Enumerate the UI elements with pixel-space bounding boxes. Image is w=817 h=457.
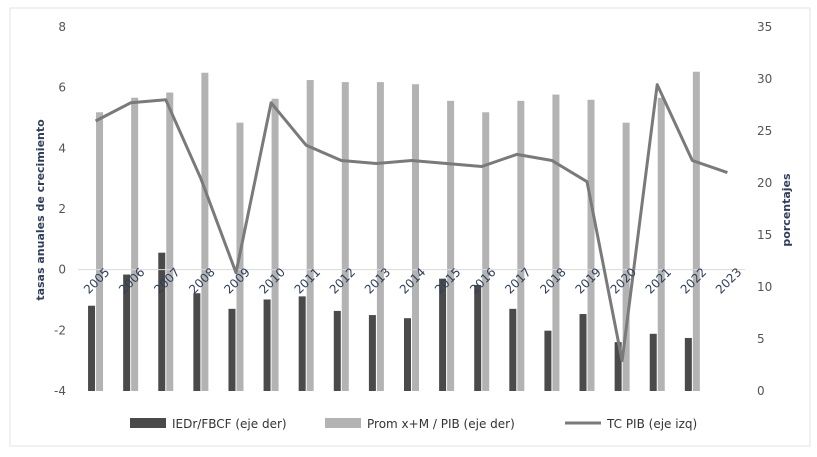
bar-prom-xm-pib-2008 bbox=[201, 72, 209, 391]
bar-iedr-fbcf-2010 bbox=[263, 299, 271, 391]
y-right-tick-label: 15 bbox=[757, 228, 772, 242]
y-left-tick-label: 4 bbox=[58, 141, 66, 155]
y-right-tick-label: 25 bbox=[757, 124, 772, 138]
bar-iedr-fbcf-2006 bbox=[123, 274, 131, 391]
y-right-tick-label: 20 bbox=[757, 176, 772, 190]
y-left-axis-title: tasas anuales de crecimiento bbox=[34, 119, 47, 301]
legend-label-0: IEDr/FBCF (eje der) bbox=[172, 417, 287, 431]
legend-label-2: TC PIB (eje izq) bbox=[606, 417, 697, 431]
y-right-tick-label: 10 bbox=[757, 280, 772, 294]
y-left-tick-label: -4 bbox=[54, 384, 66, 398]
bar-prom-xm-pib-2013 bbox=[376, 82, 384, 392]
legend-label-1: Prom x+M / PIB (eje der) bbox=[367, 417, 515, 431]
legend-swatch-1 bbox=[325, 418, 361, 428]
bar-iedr-fbcf-2009 bbox=[228, 308, 236, 391]
bar-prom-xm-pib-2007 bbox=[166, 92, 174, 392]
bar-prom-xm-pib-2005 bbox=[96, 112, 104, 391]
line-tc-pib bbox=[94, 83, 728, 363]
bar-iedr-fbcf-2018 bbox=[544, 330, 552, 391]
bar-iedr-fbcf-2005 bbox=[88, 305, 96, 391]
bar-iedr-fbcf-2021 bbox=[649, 333, 657, 391]
y-right-tick-label: 0 bbox=[757, 384, 765, 398]
bar-iedr-fbcf-2022 bbox=[684, 337, 692, 391]
bar-iedr-fbcf-2017 bbox=[509, 308, 517, 391]
y-left-tick-label: 8 bbox=[58, 20, 66, 34]
bar-prom-xm-pib-2020 bbox=[622, 122, 630, 392]
legend: IEDr/FBCF (eje der) Prom x+M / PIB (eje d… bbox=[130, 417, 697, 431]
bar-iedr-fbcf-2013 bbox=[368, 315, 376, 391]
bar-iedr-fbcf-2020 bbox=[614, 342, 622, 391]
y-left-tick-label: 2 bbox=[58, 202, 66, 216]
bar-prom-xm-pib-2019 bbox=[587, 99, 595, 392]
bar-prom-xm-pib-2016 bbox=[482, 112, 490, 391]
bar-iedr-fbcf-2016 bbox=[474, 284, 482, 391]
bar-prom-xm-pib-2012 bbox=[341, 82, 349, 392]
bars-layer bbox=[88, 71, 700, 392]
bar-prom-xm-pib-2022 bbox=[692, 71, 700, 391]
bar-prom-xm-pib-2006 bbox=[131, 97, 139, 391]
bar-iedr-fbcf-2008 bbox=[193, 293, 201, 391]
bar-iedr-fbcf-2015 bbox=[439, 278, 447, 391]
bar-prom-xm-pib-2017 bbox=[517, 100, 525, 391]
y-right-tick-label: 35 bbox=[757, 20, 772, 34]
y-right-tick-label: 5 bbox=[757, 332, 765, 346]
y-right-axis-title: porcentajes bbox=[780, 173, 793, 247]
y-left-tick-label: 0 bbox=[58, 263, 66, 277]
bar-prom-xm-pib-2014 bbox=[412, 84, 419, 391]
bar-prom-xm-pib-2018 bbox=[552, 94, 560, 391]
bar-iedr-fbcf-2007 bbox=[158, 252, 166, 391]
bar-iedr-fbcf-2019 bbox=[579, 314, 587, 391]
line-layer bbox=[94, 83, 728, 363]
bar-iedr-fbcf-2012 bbox=[333, 310, 341, 391]
bar-prom-xm-pib-2011 bbox=[306, 80, 314, 391]
y-left-tick-label: -2 bbox=[54, 323, 66, 337]
bar-iedr-fbcf-2014 bbox=[404, 318, 411, 391]
bar-prom-xm-pib-2015 bbox=[447, 100, 455, 391]
bar-prom-xm-pib-2010 bbox=[271, 98, 279, 391]
legend-swatch-0 bbox=[130, 418, 166, 428]
bar-iedr-fbcf-2011 bbox=[298, 296, 306, 391]
y-right-tick-label: 30 bbox=[757, 72, 772, 86]
y-left-tick-label: 6 bbox=[58, 81, 66, 95]
bar-prom-xm-pib-2021 bbox=[657, 97, 665, 391]
